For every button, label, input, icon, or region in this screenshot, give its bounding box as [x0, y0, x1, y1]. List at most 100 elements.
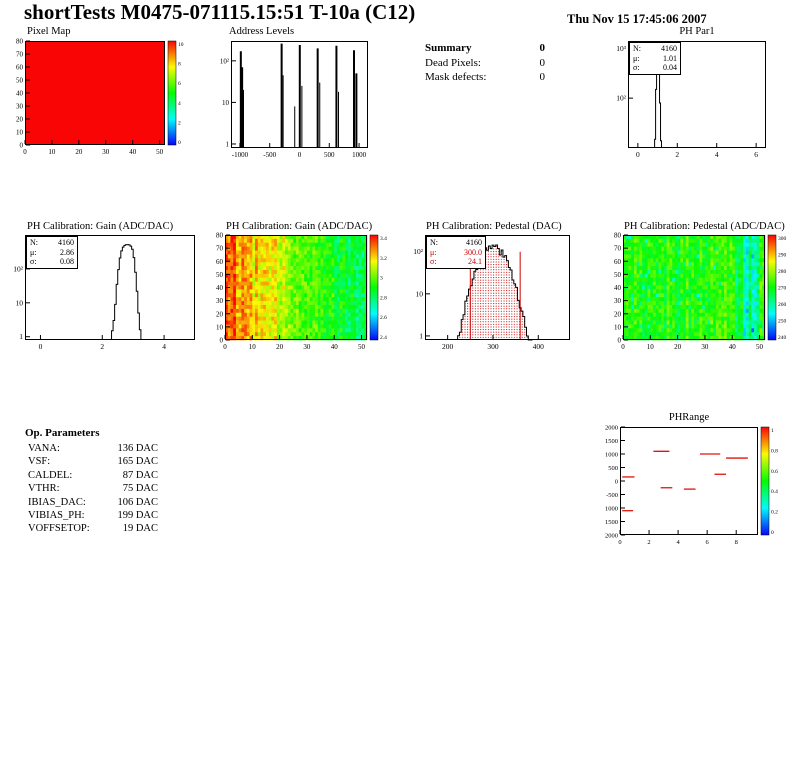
svg-text:20: 20: [16, 116, 24, 124]
op-param-row: VSF: 165 DAC: [25, 455, 158, 468]
pixel-map-plot: 0 10 20 30 40 50 0 10 20 30 40 50 60 70 80 10 8 6 4 2 0: [16, 38, 184, 157]
svg-text:40: 40: [216, 284, 224, 292]
stat-row: σ: 0.08: [30, 257, 74, 267]
op-param-label: CALDEL:: [28, 469, 73, 481]
svg-text:0.8: 0.8: [771, 448, 778, 454]
stat-row: N: 4160: [30, 238, 74, 248]
svg-text:8: 8: [178, 62, 181, 68]
stat-value: 4160: [58, 238, 74, 247]
gain-hist-stats-box: N: 4160 μ: 2.86 σ: 0.08: [26, 236, 78, 269]
summary-header-row: Summary 0: [425, 41, 545, 56]
chart-title-gain-map: PH Calibration: Gain (ADC/DAC): [226, 221, 373, 232]
svg-text:1500: 1500: [605, 519, 618, 526]
svg-text:4: 4: [178, 101, 181, 107]
svg-text:2000: 2000: [605, 533, 618, 540]
svg-text:30: 30: [303, 343, 311, 351]
svg-text:70: 70: [16, 51, 24, 59]
svg-text:0: 0: [636, 150, 640, 159]
svg-text:0: 0: [23, 148, 27, 156]
svg-text:1: 1: [771, 428, 774, 434]
op-param-label: VSF:: [28, 456, 51, 468]
op-param-value: 75 DAC: [122, 483, 158, 495]
op-parameters-block: Op. Parameters VANA: 136 DAC VSF: 165 DAC …: [25, 427, 158, 536]
svg-text:2.4: 2.4: [380, 335, 387, 341]
svg-text:80: 80: [216, 232, 224, 240]
svg-text:10: 10: [222, 99, 230, 107]
pedestal_hist-svg: 200 300 400 10² 10 1: [413, 235, 570, 351]
svg-text:30: 30: [216, 297, 224, 305]
svg-text:50: 50: [614, 271, 622, 279]
page-title: shortTests M0475-071115.15:51 T-10a (C12…: [24, 0, 416, 24]
svg-text:30: 30: [614, 297, 622, 305]
svg-text:400: 400: [533, 342, 545, 351]
svg-text:30: 30: [102, 148, 110, 156]
op-param-label: VTHR:: [28, 483, 60, 495]
svg-text:20: 20: [614, 310, 622, 318]
svg-text:1: 1: [419, 331, 423, 340]
svg-text:10³: 10³: [616, 44, 627, 53]
svg-text:0: 0: [178, 140, 181, 146]
stat-value: 2.86: [60, 247, 74, 257]
stat-label: σ:: [633, 63, 640, 72]
chart-title-gain-hist: PH Calibration: Gain (ADC/DAC): [27, 221, 174, 232]
svg-text:30: 30: [701, 343, 709, 351]
svg-text:10: 10: [178, 42, 184, 48]
svg-text:2: 2: [100, 342, 104, 351]
summary-row-mask-defects: Mask defects: 0: [425, 70, 545, 85]
svg-text:0: 0: [618, 539, 621, 546]
summary-total: 0: [539, 42, 546, 54]
svg-text:10: 10: [16, 298, 24, 307]
svg-text:2.8: 2.8: [380, 295, 387, 301]
svg-text:3.2: 3.2: [380, 256, 387, 262]
address-levels-plot: -1000 -500 0 500 1000 10² 10 1: [220, 41, 368, 159]
svg-text:290: 290: [778, 253, 787, 259]
svg-text:2: 2: [647, 539, 650, 546]
stat-label: N:: [633, 44, 641, 53]
gain-histogram-plot: 0 2 4 10² 10 1: [13, 235, 195, 351]
svg-text:270: 270: [778, 286, 787, 292]
svg-text:6: 6: [178, 81, 181, 87]
svg-text:1000: 1000: [605, 452, 618, 459]
svg-text:0: 0: [220, 337, 224, 345]
svg-text:30: 30: [16, 103, 24, 111]
svg-text:200: 200: [442, 342, 454, 351]
svg-text:80: 80: [16, 38, 24, 46]
stat-value: 4160: [466, 238, 482, 247]
svg-text:10²: 10²: [413, 247, 424, 256]
svg-text:40: 40: [129, 148, 137, 156]
svg-text:2: 2: [675, 150, 679, 159]
svg-text:10: 10: [416, 289, 424, 298]
summary-value: 0: [539, 71, 546, 83]
op-param-value: 136 DAC: [117, 443, 158, 454]
svg-text:40: 40: [16, 90, 24, 98]
svg-text:500: 500: [608, 465, 618, 472]
svg-text:4: 4: [676, 539, 680, 546]
svg-text:40: 40: [614, 284, 622, 292]
svg-text:2000: 2000: [605, 425, 618, 432]
stat-row: μ: 300.0: [430, 248, 482, 258]
stat-label: σ:: [430, 257, 437, 266]
svg-text:6: 6: [754, 150, 758, 159]
pedestal_map-svg: 0 10 20 30 40 50 0 10 20 30 40 50 60 70 80 300 290 280 270…: [614, 232, 787, 352]
chart-title-address-levels: Address Levels: [229, 26, 295, 37]
svg-text:1000: 1000: [352, 151, 367, 159]
svg-text:50: 50: [756, 343, 764, 351]
svg-text:20: 20: [75, 148, 83, 156]
svg-text:20: 20: [674, 343, 682, 351]
op-param-value: 19 DAC: [122, 523, 158, 535]
op-param-row: CALDEL: 87 DAC: [25, 469, 158, 482]
op-param-value: 87 DAC: [122, 469, 158, 481]
svg-text:6: 6: [706, 539, 710, 546]
summary-row-dead-pixels: Dead Pixels: 0: [425, 56, 545, 71]
svg-text:4: 4: [715, 150, 719, 159]
gain-map-plot: 0 10 20 30 40 50 0 10 20 30 40 50 60 70 80 3.4 3.2 3 2.8 2.…: [216, 232, 387, 352]
svg-text:70: 70: [614, 245, 622, 253]
op-param-label: IBIAS_DAC:: [28, 496, 86, 508]
op-param-label: VOFFSETOP:: [28, 523, 90, 535]
svg-text:70: 70: [216, 245, 224, 253]
op-param-label: VANA:: [28, 443, 60, 454]
summary-label: Dead Pixels:: [425, 56, 481, 69]
stat-label: N:: [30, 238, 38, 247]
chart-title-ph-par1: PH Par1: [679, 26, 715, 37]
op-param-row: VIBIAS_PH: 199 DAC: [25, 509, 158, 522]
